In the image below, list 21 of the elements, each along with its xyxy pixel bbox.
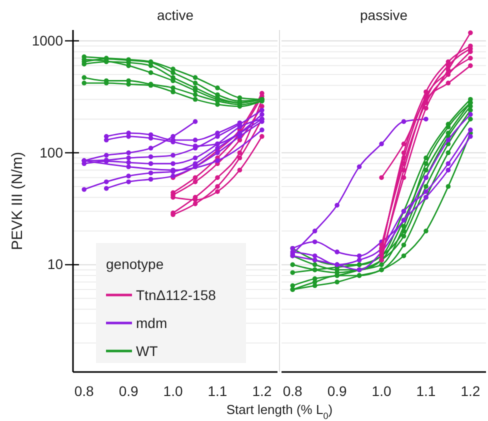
y-tick-label: 10 xyxy=(47,256,64,272)
x-axis-title: Start length (% L$_{0}$) xyxy=(226,402,333,421)
x-tick-label: 0.8 xyxy=(74,382,94,399)
x-tick-label: 0.9 xyxy=(327,382,348,399)
legend-label: TtnΔ112-158 xyxy=(136,287,216,303)
x-tick-label: 1.1 xyxy=(416,382,436,399)
x-tick-label: 0.9 xyxy=(118,382,139,399)
chart-title: active xyxy=(156,7,194,23)
y-tick-label: 100 xyxy=(40,144,64,160)
x-tick-label: 1.0 xyxy=(372,382,392,399)
legend-label: mdm xyxy=(136,315,168,331)
legend-label: WT xyxy=(136,343,158,359)
x-tick-label: 0.8 xyxy=(282,382,303,399)
legend-title: genotype xyxy=(106,256,164,272)
y-tick-label: 1000 xyxy=(32,32,64,48)
x-tick-label: 1.2 xyxy=(252,382,272,399)
x-tick-label: 1.1 xyxy=(208,382,228,399)
x-tick-label: 1.2 xyxy=(460,382,480,399)
y-axis-title: PEVK III (N/m) xyxy=(9,152,26,250)
chart-title: passive xyxy=(360,7,408,23)
x-tick-label: 1.0 xyxy=(163,382,183,399)
